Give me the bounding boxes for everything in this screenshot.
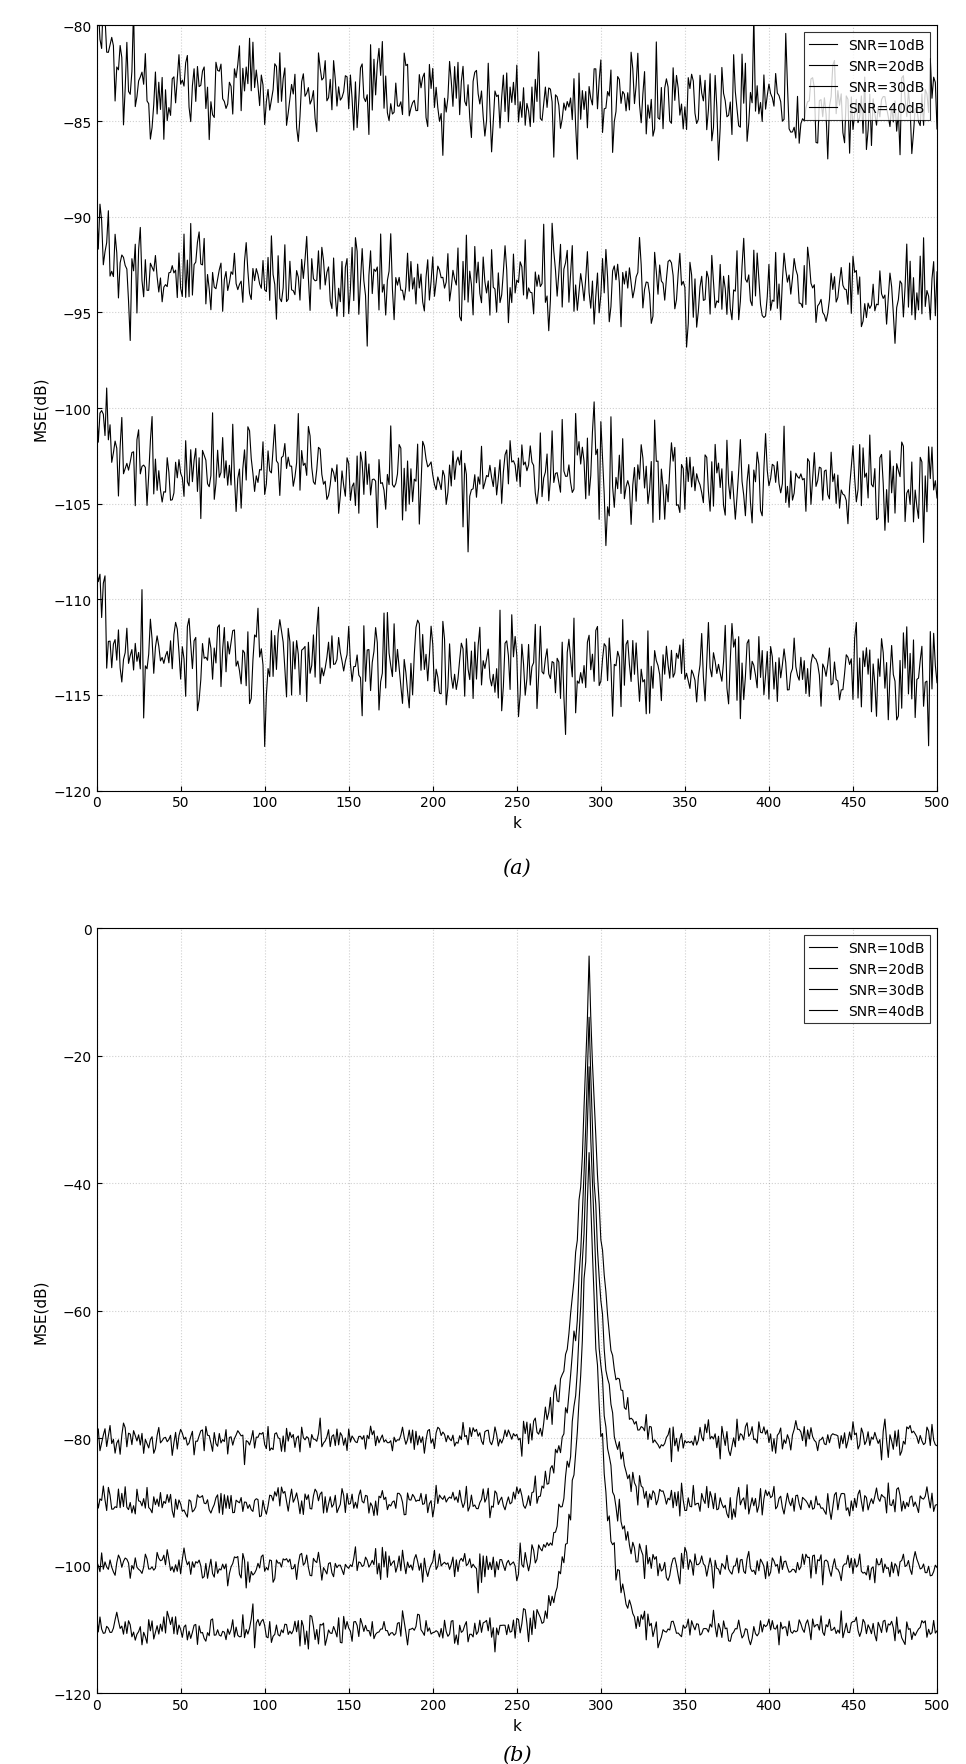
SNR=10dB: [239, 1454, 250, 1475]
SNR=20dB: [94, 194, 105, 215]
SNR=30dB: [790, 464, 802, 485]
Legend: SNR=10dB, SNR=20dB, SNR=30dB, SNR=40dB: SNR=10dB, SNR=20dB, SNR=30dB, SNR=40dB: [804, 935, 930, 1023]
SNR=40dB: [336, 651, 348, 672]
SNR=40dB: [636, 1603, 647, 1625]
SNR=20dB: [336, 252, 348, 273]
Line: SNR=20dB: SNR=20dB: [97, 205, 937, 348]
SNR=20dB: [790, 1485, 802, 1506]
SNR=40dB: [788, 628, 800, 649]
SNR=20dB: [931, 263, 943, 284]
SNR=30dB: [472, 1582, 484, 1603]
SNR=10dB: [91, 2, 102, 23]
SNR=40dB: [91, 1605, 102, 1626]
SNR=10dB: [634, 95, 645, 116]
SNR=10dB: [931, 120, 943, 141]
SNR=30dB: [91, 1551, 102, 1572]
SNR=40dB: [91, 561, 102, 582]
SNR=30dB: [91, 397, 102, 418]
SNR=20dB: [334, 1494, 346, 1515]
SNR=20dB: [634, 228, 645, 249]
SNR=10dB: [336, 1425, 348, 1446]
Legend: SNR=10dB, SNR=20dB, SNR=30dB, SNR=40dB: SNR=10dB, SNR=20dB, SNR=30dB, SNR=40dB: [804, 34, 930, 122]
SNR=10dB: [301, 83, 313, 104]
Line: SNR=30dB: SNR=30dB: [97, 1067, 937, 1593]
SNR=30dB: [931, 489, 943, 510]
Y-axis label: MSE(dB): MSE(dB): [33, 376, 48, 441]
SNR=10dB: [645, 1416, 657, 1438]
SNR=20dB: [931, 1494, 943, 1515]
SNR=40dB: [489, 1641, 500, 1662]
SNR=30dB: [645, 1558, 657, 1579]
SNR=30dB: [398, 459, 410, 480]
SNR=30dB: [301, 466, 313, 487]
SNR=10dB: [398, 1427, 410, 1448]
Text: (b): (b): [502, 1745, 531, 1764]
SNR=30dB: [463, 542, 474, 563]
SNR=30dB: [299, 1552, 311, 1573]
SNR=20dB: [299, 1484, 311, 1505]
SNR=10dB: [643, 109, 655, 131]
SNR=20dB: [681, 337, 693, 358]
SNR=40dB: [643, 704, 655, 725]
SNR=10dB: [713, 150, 724, 171]
Line: SNR=20dB: SNR=20dB: [97, 1018, 937, 1519]
SNR=10dB: [790, 1409, 802, 1431]
SNR=10dB: [91, 1416, 102, 1438]
SNR=20dB: [726, 1508, 738, 1529]
Y-axis label: MSE(dB): MSE(dB): [33, 1279, 48, 1344]
SNR=10dB: [336, 88, 348, 109]
SNR=40dB: [259, 736, 270, 757]
SNR=20dB: [397, 1492, 409, 1514]
SNR=20dB: [91, 196, 102, 217]
SNR=10dB: [398, 44, 410, 65]
SNR=40dB: [398, 649, 410, 670]
X-axis label: k: k: [512, 1718, 522, 1732]
SNR=30dB: [100, 377, 112, 399]
SNR=20dB: [398, 291, 410, 312]
Line: SNR=40dB: SNR=40dB: [97, 1154, 937, 1651]
SNR=30dB: [583, 1057, 595, 1078]
SNR=10dB: [98, 0, 109, 9]
SNR=20dB: [643, 1484, 655, 1505]
SNR=30dB: [931, 1558, 943, 1579]
SNR=40dB: [645, 1612, 657, 1633]
SNR=20dB: [583, 1007, 595, 1028]
Line: SNR=10dB: SNR=10dB: [97, 0, 937, 161]
SNR=40dB: [583, 1143, 595, 1164]
SNR=40dB: [634, 691, 645, 713]
SNR=40dB: [334, 1632, 346, 1653]
X-axis label: k: k: [512, 815, 522, 831]
SNR=30dB: [790, 1563, 802, 1584]
SNR=40dB: [931, 672, 943, 693]
SNR=40dB: [299, 1633, 311, 1655]
SNR=30dB: [336, 460, 348, 482]
SNR=40dB: [931, 1621, 943, 1642]
Line: SNR=30dB: SNR=30dB: [97, 388, 937, 552]
SNR=10dB: [790, 129, 802, 150]
SNR=40dB: [397, 1600, 409, 1621]
Line: SNR=10dB: SNR=10dB: [97, 956, 937, 1464]
SNR=30dB: [636, 436, 647, 457]
SNR=10dB: [931, 1436, 943, 1457]
SNR=30dB: [645, 452, 657, 473]
SNR=40dB: [301, 691, 313, 713]
SNR=20dB: [643, 284, 655, 305]
SNR=10dB: [583, 946, 595, 967]
SNR=40dB: [790, 1621, 802, 1642]
SNR=20dB: [634, 1466, 645, 1487]
SNR=20dB: [91, 1487, 102, 1508]
SNR=10dB: [636, 1416, 647, 1438]
SNR=20dB: [790, 259, 802, 280]
SNR=20dB: [301, 228, 313, 249]
SNR=30dB: [636, 1540, 647, 1561]
SNR=30dB: [334, 1554, 346, 1575]
SNR=30dB: [397, 1540, 409, 1561]
Text: (a): (a): [502, 857, 531, 877]
Line: SNR=40dB: SNR=40dB: [97, 572, 937, 746]
SNR=10dB: [301, 1427, 313, 1448]
